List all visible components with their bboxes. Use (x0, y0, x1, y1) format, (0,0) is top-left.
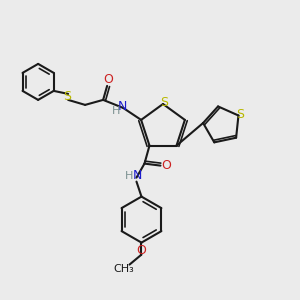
Text: O: O (136, 244, 146, 257)
Text: S: S (236, 108, 244, 121)
Text: S: S (63, 90, 71, 104)
Text: O: O (103, 74, 113, 86)
Text: H: H (125, 171, 134, 181)
Text: H: H (112, 106, 120, 116)
Text: N: N (133, 169, 142, 182)
Text: N: N (117, 100, 127, 113)
Text: O: O (161, 159, 171, 172)
Text: S: S (160, 95, 168, 109)
Text: CH₃: CH₃ (113, 264, 134, 274)
